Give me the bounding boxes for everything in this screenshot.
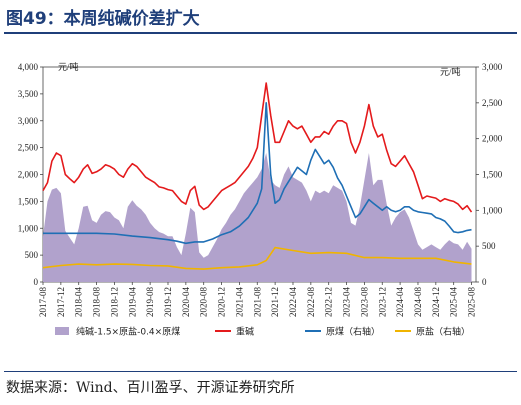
- x-tick-label: 2025-04: [449, 287, 459, 317]
- x-tick-label: 2018-04: [74, 287, 84, 317]
- legend-label-2: 原煤（右轴）: [326, 326, 380, 338]
- left-tick-label: 3,500: [18, 89, 39, 99]
- x-tick-label: 2018-12: [109, 287, 119, 317]
- right-tick-label: 3,000: [482, 62, 503, 72]
- right-tick-label: 2,000: [482, 134, 503, 144]
- right-tick-label: 500: [482, 241, 496, 251]
- right-tick-label: 1,500: [482, 170, 503, 180]
- x-tick-label: 2024-04: [395, 287, 405, 317]
- left-tick-label: 2,000: [18, 170, 39, 180]
- x-tick-label: 2017-12: [56, 287, 66, 317]
- x-tick-label: 2018-08: [92, 287, 102, 317]
- legend-label-0: 纯碱-1.5×原盐-0.4×原煤: [76, 326, 180, 338]
- x-tick-label: 2020-12: [217, 287, 227, 317]
- x-tick-label: 2021-12: [270, 287, 280, 317]
- plot-area: [42, 66, 477, 283]
- x-tick-label: 2024-08: [413, 287, 423, 317]
- left-tick-label: 2,500: [18, 143, 39, 153]
- x-tick-label: 2017-08: [38, 287, 48, 317]
- legend: 纯碱-1.5×原盐-0.4×原煤 重碱 原煤（右轴） 原盐（右轴）: [55, 326, 470, 338]
- source-rule: [4, 371, 517, 372]
- legend-label-1: 重碱: [236, 326, 254, 338]
- right-tick-label: 1,000: [482, 205, 503, 215]
- x-tick-label: 2022-12: [324, 287, 334, 317]
- left-tick-label: 3,000: [18, 116, 39, 126]
- series-line-1: [42, 82, 473, 213]
- left-tick-label: 0: [34, 277, 39, 287]
- x-tick-label: 2019-08: [145, 287, 155, 317]
- series-line-2: [43, 102, 472, 245]
- x-tick-label: 2023-12: [377, 287, 387, 317]
- x-tick-label: 2019-12: [163, 287, 173, 317]
- x-tick-label: 2019-04: [127, 287, 137, 317]
- left-unit-label: 元/吨: [58, 61, 79, 72]
- chart: 05001,0001,5002,0002,5003,0003,5004,000 …: [18, 61, 503, 338]
- right-tick-label: 0: [482, 277, 487, 287]
- series-line-3: [42, 246, 472, 270]
- left-axis: 0 500 1,000 1,500 2,000 2,500 3,000 3,500 4,000: [18, 62, 43, 287]
- right-axis: 0 500 1,000 1,500 2,000 2,500 3,000: [476, 62, 503, 287]
- x-tick-label: 2020-04: [181, 287, 191, 317]
- x-tick-label: 2024-12: [431, 287, 441, 317]
- x-tick-label: 2021-04: [234, 287, 244, 317]
- x-tick-label: 2023-04: [342, 287, 352, 317]
- left-tick-label: 4,000: [18, 62, 39, 72]
- x-tick-label: 2020-08: [199, 287, 209, 317]
- x-tick-label: 2023-08: [359, 287, 369, 317]
- x-tick-label: 2022-04: [288, 287, 298, 317]
- left-tick-label: 1,000: [18, 223, 39, 233]
- title-rule: [4, 32, 517, 34]
- page-title: 图49：本周纯碱价差扩大: [6, 9, 200, 29]
- left-tick-label: 1,500: [18, 196, 39, 206]
- left-tick-label: 500: [25, 250, 39, 260]
- x-tick-label: 2022-08: [306, 287, 316, 317]
- series-area-0: [43, 153, 472, 282]
- legend-swatch-0: [55, 327, 69, 335]
- source-note: 数据来源：Wind、百川盈孚、开源证券研究所: [6, 380, 295, 396]
- right-tick-label: 2,500: [482, 98, 503, 108]
- x-tick-label: 2021-08: [252, 287, 262, 317]
- x-tick-label: 2025-08: [467, 287, 477, 317]
- x-axis: 2017-08 2017-12 2018-04 2018-08 2018-12 2019-…: [38, 282, 477, 317]
- right-unit-label: 元/吨: [440, 66, 461, 77]
- legend-label-3: 原盐（右轴）: [416, 326, 470, 338]
